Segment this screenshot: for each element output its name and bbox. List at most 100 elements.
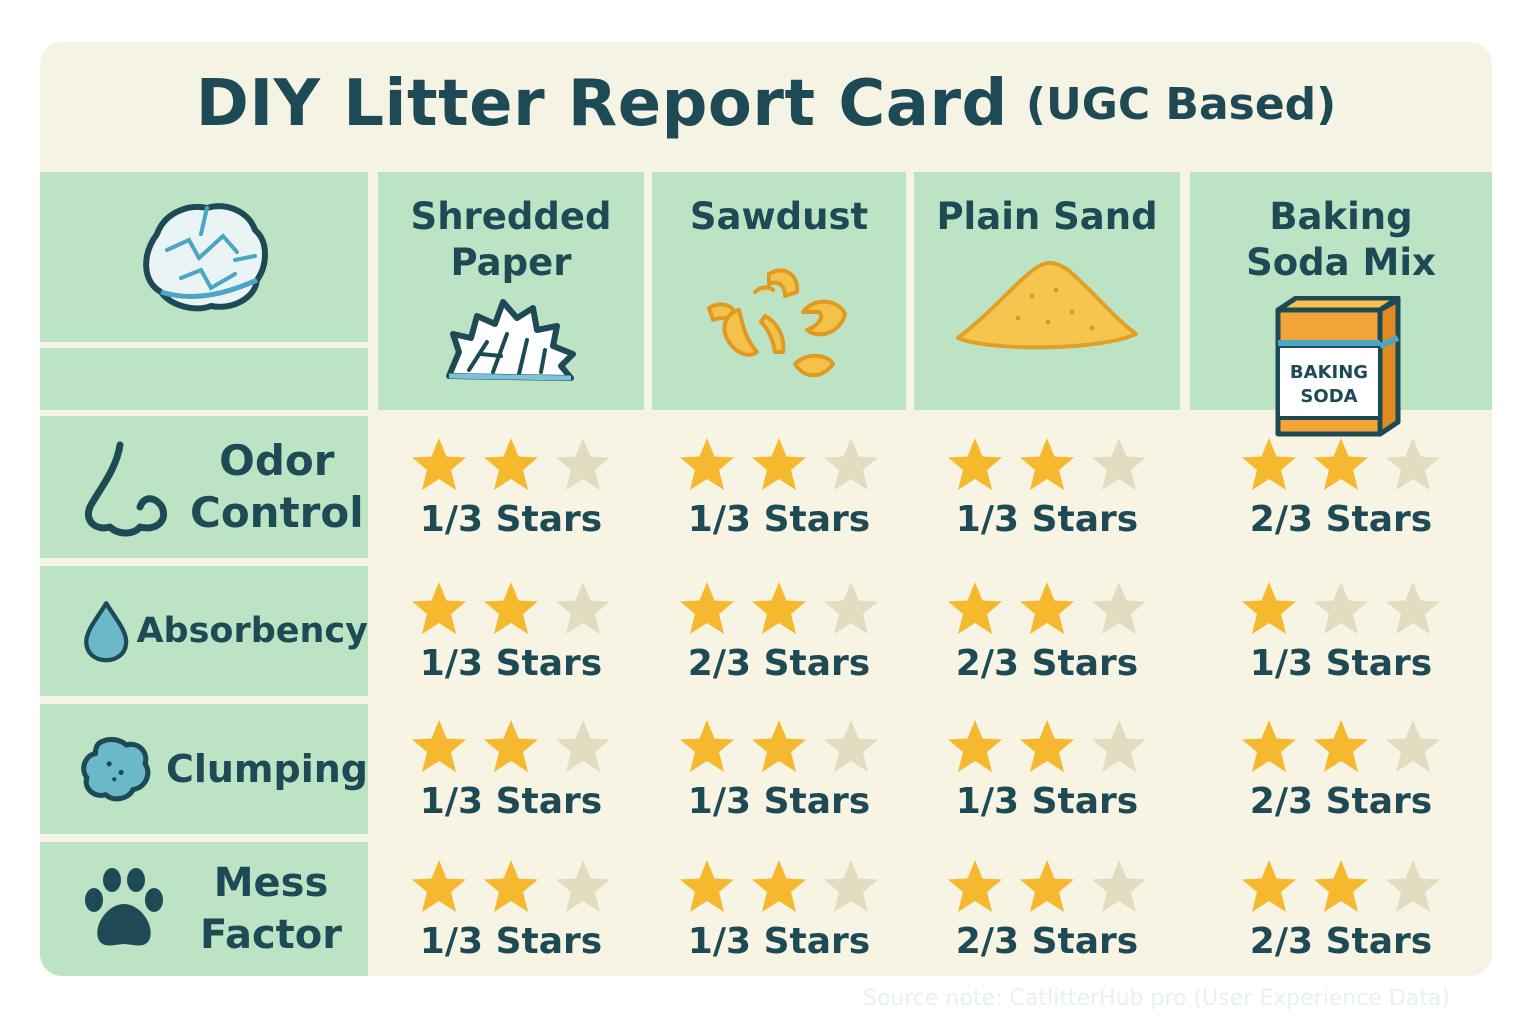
row-label: Mess Factor xyxy=(200,860,343,958)
star-empty-icon xyxy=(556,437,610,490)
rating-cell: 2/3 Stars xyxy=(1190,704,1492,834)
star-rating xyxy=(1238,857,1444,917)
rating-text: 1/3 Stars xyxy=(419,780,603,822)
rating-cell: 1/3 Stars xyxy=(378,704,644,834)
star-filled-icon xyxy=(948,719,1002,772)
nose-icon xyxy=(85,441,167,537)
paw-print-icon xyxy=(85,868,163,946)
title-subtitle: (UGC Based) xyxy=(1025,78,1337,130)
rating-cell: 2/3 Stars xyxy=(914,842,1180,976)
page-title: DIY Litter Report Card (UGC Based) xyxy=(40,42,1492,166)
star-filled-icon xyxy=(484,581,538,634)
star-filled-icon xyxy=(752,437,806,490)
rating-cell: 1/3 Stars xyxy=(378,416,644,558)
rating-cell: 2/3 Stars xyxy=(1190,416,1492,558)
star-empty-icon xyxy=(1386,581,1440,634)
rating-text: 1/3 Stars xyxy=(419,920,603,962)
column-header-sawdust: Sawdust xyxy=(652,172,906,410)
rating-cell: 1/3 Stars xyxy=(652,416,906,558)
star-empty-icon xyxy=(1386,437,1440,490)
rating-text: 1/3 Stars xyxy=(419,642,603,684)
star-filled-icon xyxy=(680,859,734,912)
star-empty-icon xyxy=(824,581,878,634)
star-empty-icon xyxy=(1092,437,1146,490)
row-header-clumping: Clumping xyxy=(40,704,368,834)
star-filled-icon xyxy=(680,437,734,490)
source-note: Source note: CatlitterHub pro (User Expe… xyxy=(863,986,1450,1011)
star-filled-icon xyxy=(484,719,538,772)
star-filled-icon xyxy=(484,437,538,490)
rating-text: 1/3 Stars xyxy=(1249,642,1433,684)
row-header-mess-factor: Mess Factor xyxy=(40,842,368,976)
column-label: Sawdust xyxy=(689,195,869,238)
star-filled-icon xyxy=(1314,719,1368,772)
rating-text: 1/3 Stars xyxy=(687,498,871,540)
star-filled-icon xyxy=(1020,859,1074,912)
star-filled-icon xyxy=(752,719,806,772)
rating-cell: 1/3 Stars xyxy=(378,842,644,976)
rating-text: 2/3 Stars xyxy=(955,920,1139,962)
row-label: Odor Control xyxy=(190,436,364,537)
star-rating xyxy=(676,435,882,495)
star-rating xyxy=(944,579,1150,639)
rating-cell: 1/3 Stars xyxy=(1190,566,1492,696)
star-rating xyxy=(408,857,614,917)
star-rating xyxy=(408,717,614,777)
rating-text: 2/3 Stars xyxy=(955,642,1139,684)
star-filled-icon xyxy=(1242,859,1296,912)
rating-cell: 1/3 Stars xyxy=(914,704,1180,834)
column-header-shredded-paper: Shredded Paper xyxy=(378,172,644,410)
rating-text: 2/3 Stars xyxy=(1249,780,1433,822)
column-header-plain-sand: Plain Sand xyxy=(914,172,1180,410)
star-filled-icon xyxy=(1314,859,1368,912)
star-filled-icon xyxy=(948,437,1002,490)
star-empty-icon xyxy=(556,719,610,772)
star-filled-icon xyxy=(1314,437,1368,490)
box-text-line-1: BAKING xyxy=(1290,362,1368,383)
rating-text: 1/3 Stars xyxy=(419,498,603,540)
star-empty-icon xyxy=(1314,581,1368,634)
star-empty-icon xyxy=(1092,859,1146,912)
star-filled-icon xyxy=(1242,437,1296,490)
star-filled-icon xyxy=(1242,719,1296,772)
column-label: Plain Sand xyxy=(936,195,1158,238)
star-rating xyxy=(676,857,882,917)
star-rating xyxy=(408,579,614,639)
box-text-line-2: SODA xyxy=(1300,386,1357,407)
star-filled-icon xyxy=(948,859,1002,912)
title-main: DIY Litter Report Card xyxy=(195,67,1008,141)
rating-text: 2/3 Stars xyxy=(687,642,871,684)
shredded-paper-icon xyxy=(446,299,576,381)
star-rating xyxy=(944,857,1150,917)
rating-cell: 1/3 Stars xyxy=(914,416,1180,558)
star-rating xyxy=(944,435,1150,495)
star-empty-icon xyxy=(556,581,610,634)
rating-cell: 2/3 Stars xyxy=(1190,842,1492,976)
star-filled-icon xyxy=(680,581,734,634)
star-filled-icon xyxy=(948,581,1002,634)
water-drop-icon xyxy=(84,601,129,663)
star-filled-icon xyxy=(412,719,466,772)
rating-text: 1/3 Stars xyxy=(955,780,1139,822)
row-label: Clumping xyxy=(165,747,368,791)
rating-cell: 1/3 Stars xyxy=(652,842,906,976)
star-empty-icon xyxy=(1092,719,1146,772)
star-filled-icon xyxy=(412,581,466,634)
baking-soda-box-icon: BAKING SODA xyxy=(1275,296,1401,437)
star-filled-icon xyxy=(1020,581,1074,634)
sawdust-icon xyxy=(707,268,847,378)
report-card: DIY Litter Report Card (UGC Based) Shred… xyxy=(40,42,1492,976)
star-rating xyxy=(944,717,1150,777)
rating-cell: 1/3 Stars xyxy=(652,704,906,834)
rating-text: 2/3 Stars xyxy=(1249,920,1433,962)
rating-text: 1/3 Stars xyxy=(687,780,871,822)
rating-cell: 1/3 Stars xyxy=(378,566,644,696)
sand-pile-icon xyxy=(956,261,1138,350)
star-filled-icon xyxy=(752,859,806,912)
star-empty-icon xyxy=(1386,719,1440,772)
rating-cell: 2/3 Stars xyxy=(652,566,906,696)
row-label: Absorbency xyxy=(136,611,368,651)
crumpled-paper-ball-icon xyxy=(143,203,268,312)
star-filled-icon xyxy=(484,859,538,912)
rating-cell: 2/3 Stars xyxy=(914,566,1180,696)
